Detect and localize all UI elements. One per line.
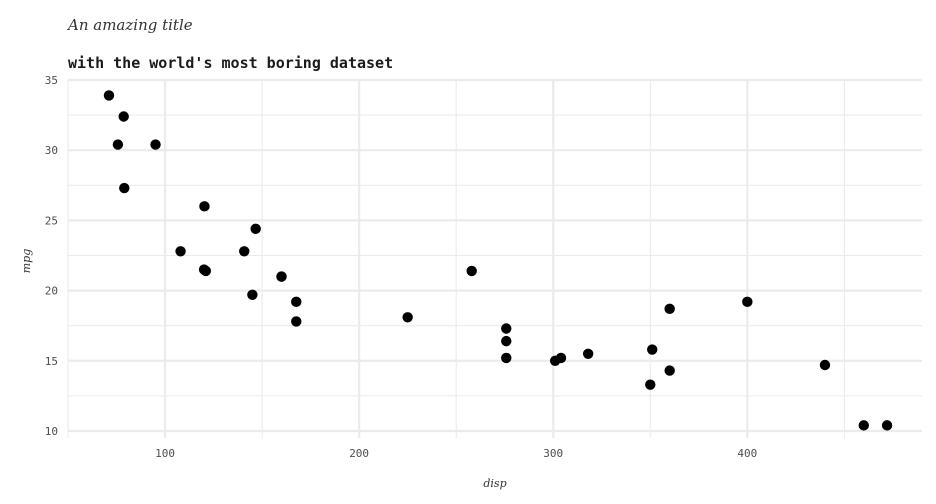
data-point <box>881 420 893 431</box>
y-tick-label: 15 <box>45 355 58 368</box>
data-point <box>742 296 753 308</box>
data-point <box>200 265 212 277</box>
data-point <box>119 182 130 194</box>
x-tick-label: 200 <box>349 447 369 460</box>
chart-title: An amazing title <box>66 16 193 34</box>
data-point <box>582 348 594 359</box>
data-point <box>819 359 831 371</box>
x-axis-label: disp <box>483 477 506 490</box>
data-point <box>647 344 658 355</box>
data-point <box>175 246 186 257</box>
grid <box>67 78 922 438</box>
y-axis-ticks: 10 15 20 25 30 35 <box>45 74 58 438</box>
data-point <box>150 139 161 150</box>
data-point <box>118 111 129 122</box>
data-point <box>402 312 413 323</box>
data-point <box>664 303 675 315</box>
data-point <box>103 90 115 101</box>
y-tick-label: 35 <box>45 74 58 87</box>
x-tick-label: 100 <box>155 447 175 460</box>
data-point <box>664 365 675 376</box>
y-tick-label: 30 <box>45 144 58 157</box>
y-tick-label: 25 <box>45 214 58 227</box>
x-tick-label: 300 <box>543 447 563 460</box>
chart-subtitle: with the world's most boring dataset <box>68 54 393 72</box>
data-point <box>250 223 261 235</box>
data-point <box>291 316 302 327</box>
data-point <box>645 379 656 390</box>
data-point <box>549 355 561 366</box>
data-point <box>247 289 258 300</box>
data-point <box>276 271 287 282</box>
x-tick-label: 400 <box>737 447 757 460</box>
y-axis-label: mpg <box>20 249 33 274</box>
data-point <box>501 335 512 347</box>
y-tick-label: 10 <box>45 425 58 438</box>
y-tick-label: 20 <box>45 285 58 298</box>
data-point <box>239 246 250 257</box>
data-point <box>501 352 512 364</box>
data-point <box>466 265 477 277</box>
data-point <box>291 296 302 308</box>
data-point <box>112 139 124 150</box>
data-point <box>858 420 869 431</box>
data-point <box>501 323 512 334</box>
x-axis-ticks: 100 200 300 400 <box>155 447 757 460</box>
data-points <box>103 90 893 431</box>
data-point <box>199 201 210 212</box>
